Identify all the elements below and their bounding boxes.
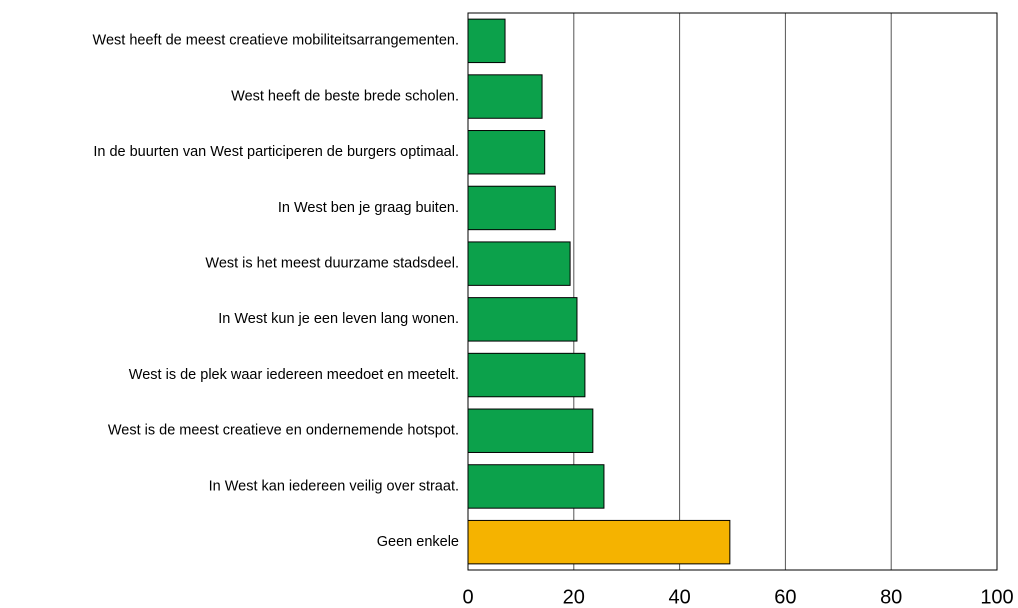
y-tick-label: West is de plek waar iedereen meedoet en… (129, 367, 459, 383)
y-tick-label: In West kan iedereen veilig over straat. (209, 478, 459, 494)
bar (467, 352, 586, 398)
x-tick-label: 40 (668, 586, 690, 608)
y-tick-label: West heeft de meest creatieve mobiliteit… (93, 33, 459, 49)
y-tick-label: In de buurten van West participeren de b… (93, 144, 459, 160)
bar (467, 130, 546, 175)
x-tick-label: 100 (980, 586, 1013, 608)
y-tick-label: West is het meest duurzame stadsdeel. (205, 255, 459, 271)
y-tick-label: West is de meest creatieve en ondernemen… (108, 423, 459, 439)
x-tick-label: 60 (774, 586, 796, 608)
bar (467, 185, 556, 231)
bar (467, 464, 605, 509)
bar (467, 519, 731, 565)
bar (467, 297, 578, 342)
x-tick-label: 80 (880, 586, 902, 608)
bar (467, 408, 594, 453)
bar (467, 241, 571, 286)
y-tick-label: Geen enkele (377, 534, 459, 550)
bar (467, 74, 543, 119)
x-tick-label: 20 (563, 586, 585, 608)
y-tick-label: In West ben je graag buiten. (278, 200, 459, 216)
y-tick-label: West heeft de beste brede scholen. (231, 88, 459, 104)
plot-frame (467, 12, 998, 571)
x-tick-label: 0 (462, 586, 473, 608)
bar (467, 18, 506, 64)
y-tick-label: In West kun je een leven lang wonen. (218, 311, 459, 327)
